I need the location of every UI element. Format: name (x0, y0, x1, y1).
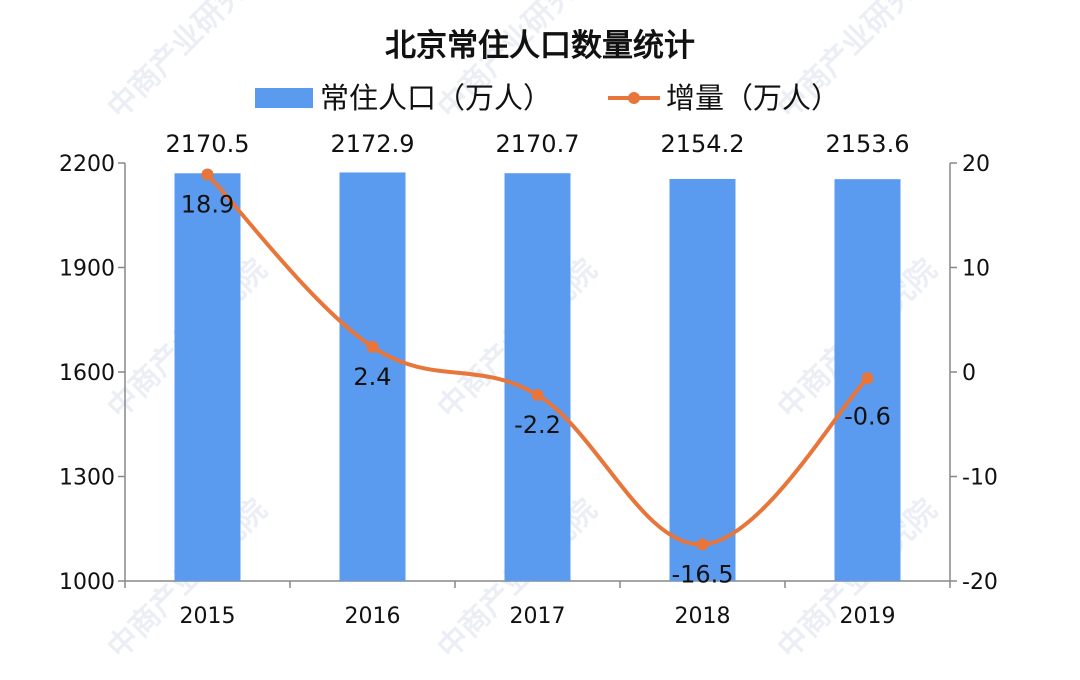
watermark-text: 中商产业研究院 (101, 0, 274, 126)
bar (504, 173, 571, 581)
increment-point (366, 340, 379, 353)
legend-line-marker (628, 92, 640, 104)
line-value-label: 2.4 (353, 363, 391, 391)
right-tick-label: 0 (962, 361, 976, 386)
right-tick-label: 10 (962, 257, 990, 282)
x-tick-label: 2017 (510, 604, 566, 629)
bar (669, 178, 736, 581)
line-value-label: -2.2 (514, 411, 561, 439)
right-tick-label: 20 (962, 152, 990, 177)
left-tick-label: 1300 (59, 466, 115, 491)
bar-value-label: 2170.7 (496, 130, 580, 158)
bar-series (174, 172, 901, 582)
line-value-label: -16.5 (671, 560, 733, 588)
increment-point (696, 538, 709, 551)
left-tick-label: 1000 (59, 570, 115, 595)
x-tick-label: 2018 (675, 604, 731, 629)
left-tick-label: 1600 (59, 361, 115, 386)
x-tick-label: 2016 (345, 604, 401, 629)
legend-bar-swatch (255, 88, 313, 108)
x-tick-label: 2019 (840, 604, 896, 629)
bar (174, 173, 241, 582)
bar-value-label: 2172.9 (331, 130, 415, 158)
chart-title: 北京常住人口数量统计 (385, 28, 695, 64)
left-tick-label: 1900 (59, 257, 115, 282)
bar-value-label: 2153.6 (826, 130, 910, 158)
bar (339, 172, 406, 582)
data-labels: 2170.5 2172.9 2170.7 2154.2 2153.6 18.9 2.4 -2.… (166, 130, 910, 588)
increment-point (861, 372, 874, 385)
legend-bar-label: 常住人口（万人） (320, 81, 552, 115)
increment-point (201, 168, 214, 181)
increment-point (531, 388, 544, 401)
left-tick-label: 2200 (59, 152, 115, 177)
right-tick-label: -20 (962, 570, 998, 595)
bar-value-label: 2170.5 (166, 130, 250, 158)
line-value-label: -0.6 (844, 402, 891, 430)
bar-value-label: 2154.2 (661, 130, 745, 158)
line-value-label: 18.9 (181, 190, 234, 218)
legend-line-label: 增量（万人） (666, 81, 840, 115)
line-series (201, 168, 874, 551)
x-tick-label: 2015 (180, 604, 236, 629)
legend: 常住人口（万人） 增量（万人） (255, 81, 840, 115)
right-tick-label: -10 (962, 466, 998, 491)
